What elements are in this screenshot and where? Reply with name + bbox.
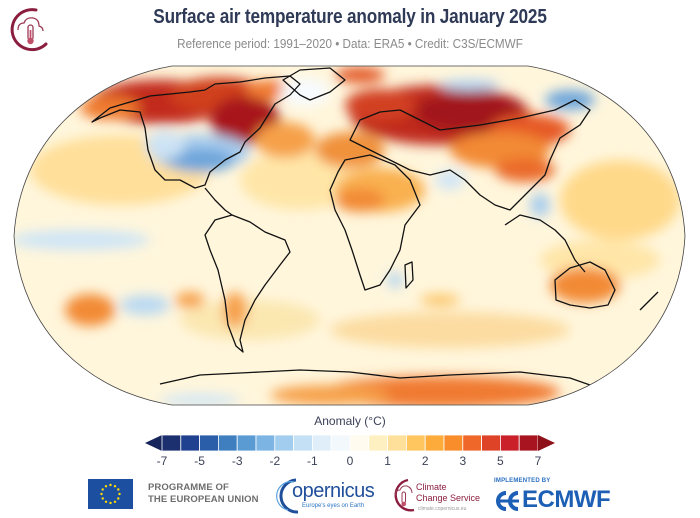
c3s-line2: Change Service [416, 493, 481, 503]
eu-star-icon [117, 488, 120, 491]
colorbar-bin [311, 435, 332, 451]
copernicus-wordmark: opernicus [292, 480, 375, 502]
eu-star-icon [104, 500, 108, 503]
coastlines [91, 67, 659, 386]
colorbar-tick-label: 1 [384, 454, 391, 468]
colorbar-bin [180, 435, 200, 451]
colorbar-bin [161, 435, 182, 451]
c3s-footer-logo: Climate Change Service climate.copernicu… [388, 476, 508, 516]
colorbar-bin [255, 435, 276, 451]
eu-star-icon [118, 492, 121, 496]
colorbar-tick-label: -2 [269, 454, 281, 468]
colorbar-bin [349, 435, 370, 451]
colorbar-bin [481, 435, 501, 451]
chart-subtitle: Reference period: 1991–2020 • Data: ERA5… [177, 36, 523, 51]
copernicus-logo: opernicus Europe's eyes on Earth [272, 476, 392, 516]
eu-star-icon [101, 497, 104, 500]
colorbar-tick-label: 7 [534, 454, 542, 468]
colorbar-over-arrow [538, 435, 555, 451]
eu-star-icon [117, 497, 120, 500]
footer-logos: PROGRAMME OF THE EUROPEAN UNION opernicu… [0, 474, 700, 518]
copernicus-tagline: Europe's eyes on Earth [302, 503, 365, 509]
eu-flag-icon [88, 479, 133, 509]
c3s-line1: Climate [416, 482, 447, 492]
colorbar-bin [236, 435, 257, 451]
eu-star-icon [101, 488, 104, 491]
c3s-logo [10, 8, 48, 52]
anomaly-field [14, 66, 685, 405]
eu-star-icon [104, 485, 108, 488]
colorbar-bin [199, 435, 219, 451]
colorbar-bin [368, 435, 389, 451]
implemented-by-label: IMPLEMENTED BY [494, 478, 551, 484]
colorbar-tick-label: 5 [497, 454, 504, 468]
colorbar-bin [462, 435, 482, 451]
eu-star-icon [100, 492, 103, 496]
colorbar-tick-label: -5 [194, 454, 205, 468]
eu-star-icon [109, 483, 112, 487]
ecmwf-wordmark: ECMWF [522, 486, 611, 513]
colorbar-bin [218, 435, 238, 451]
colorbar-bin [330, 435, 351, 451]
anomaly-map [13, 65, 686, 406]
colorbar-bin [443, 435, 464, 451]
colorbar [145, 435, 555, 451]
colorbar-tick-label: -3 [231, 454, 243, 468]
colorbar-tick-label: 0 [346, 454, 354, 468]
colorbar-bin [518, 435, 539, 451]
eu-star-icon [113, 500, 117, 503]
colorbar-tick-label: 2 [421, 454, 429, 468]
colorbar-bin [424, 435, 445, 451]
colorbar-label: Anomaly (°C) [314, 414, 386, 428]
colorbar-bin [405, 435, 426, 451]
c3s-text: Climate Change Service [416, 482, 480, 504]
ecmwf-logo: IMPLEMENTED BY ECMWF [492, 476, 622, 516]
eu-text-line2: THE EUROPEAN UNION [148, 494, 259, 505]
c3s-url: climate.copernicus.eu [418, 506, 467, 512]
eu-star-icon [113, 485, 117, 488]
colorbar-bin [499, 435, 520, 451]
eu-text-line1: PROGRAMME OF [148, 482, 229, 493]
colorbar-tick-label: -7 [156, 454, 168, 468]
colorbar-bin [293, 435, 313, 451]
colorbar-tick-label: -1 [307, 454, 318, 468]
colorbar-tick-label: 3 [459, 454, 467, 468]
eu-star-icon [109, 501, 112, 505]
colorbar-under-arrow [145, 435, 162, 451]
colorbar-bin [387, 435, 407, 451]
colorbar-ticks: -7 -5 -3 -2 -1 0 1 2 3 5 7 [0, 454, 700, 470]
chart-title: Surface air temperature anomaly in Janua… [153, 6, 547, 28]
eu-programme-text: PROGRAMME OF THE EUROPEAN UNION [148, 482, 259, 506]
colorbar-bin [274, 435, 295, 451]
